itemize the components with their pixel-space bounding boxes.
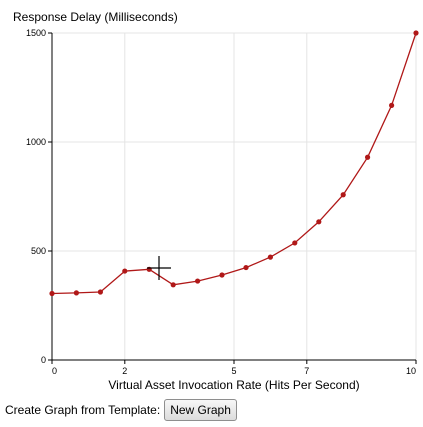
data-point [267, 254, 273, 260]
y-tick-label: 500 [31, 246, 46, 256]
data-point [292, 240, 298, 246]
x-tick-label: 5 [231, 366, 236, 376]
crosshair-icon [147, 256, 171, 280]
x-tick-label: 0 [52, 366, 57, 376]
data-point [389, 102, 395, 108]
template-toolbar: Create Graph from Template: New Graph [5, 399, 237, 421]
new-graph-button[interactable]: New Graph [164, 399, 237, 421]
x-axis-label: Virtual Asset Invocation Rate (Hits Per … [108, 378, 359, 392]
data-point [73, 290, 79, 296]
x-tick-label: 7 [304, 366, 309, 376]
y-tick-label: 1000 [26, 137, 46, 147]
data-point [364, 154, 371, 160]
data-point [97, 289, 104, 295]
response-delay-chart: Response Delay (Milliseconds) 0 500 1000 15… [13, 10, 419, 392]
data-point [243, 264, 249, 271]
data-point [170, 282, 176, 288]
data-point [316, 219, 322, 225]
y-tick-label: 1500 [26, 28, 46, 38]
tick-labels: 0 500 1000 1500 0 2 5 7 10 [26, 28, 417, 376]
y-tick-label: 0 [41, 355, 46, 365]
data-point [49, 290, 55, 297]
grid-layer [52, 32, 417, 360]
data-point [122, 268, 128, 274]
chart-title: Response Delay (Milliseconds) [13, 10, 178, 24]
series-line [51, 32, 417, 295]
template-label: Create Graph from Template: [5, 403, 161, 417]
x-tick-label: 10 [406, 366, 416, 376]
data-point [340, 192, 346, 198]
data-point [413, 30, 419, 36]
x-tick-label: 2 [122, 366, 127, 376]
data-point [195, 278, 201, 284]
series-layer [49, 30, 419, 297]
data-point [219, 272, 225, 278]
